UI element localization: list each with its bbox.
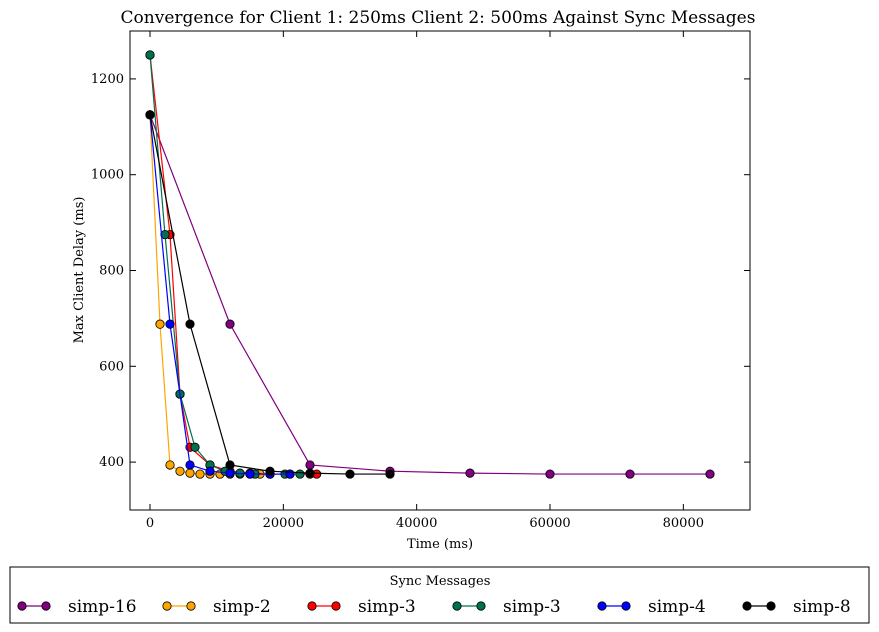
data-point [175, 466, 185, 476]
x-tick-label: 0 [146, 516, 154, 531]
data-point [545, 469, 555, 479]
y-tick-label: 800 [99, 264, 124, 279]
data-point [225, 460, 235, 470]
legend: Sync Messages simp-16 simp-2 simp-3 simp-3 s… [9, 566, 870, 624]
x-tick-label: 60000 [529, 516, 570, 531]
data-point [190, 442, 200, 452]
data-point [165, 319, 175, 329]
series-line [149, 114, 260, 475]
legend-item: simp-16 [17, 597, 137, 617]
y-axis-label: Max Client Delay (ms) [72, 197, 87, 344]
data-point [205, 466, 215, 476]
x-tick-label: 80000 [663, 516, 704, 531]
legend-label: simp-4 [648, 597, 706, 617]
legend-frame [9, 566, 870, 624]
series-line [149, 54, 300, 475]
legend-label: simp-2 [213, 597, 271, 617]
legend-marker [162, 601, 172, 611]
data-point [305, 468, 315, 478]
y-tick-label: 400 [99, 455, 124, 470]
legend-label: simp-3 [358, 597, 416, 617]
series-line [149, 54, 317, 475]
x-tick-label: 40000 [396, 516, 437, 531]
x-tick-label: 20000 [263, 516, 304, 531]
legend-marker [742, 601, 752, 611]
legend-marker [41, 601, 51, 611]
series-simp-3 [145, 50, 322, 479]
legend-title: Sync Messages [390, 574, 491, 589]
plot-area [145, 50, 715, 479]
data-point [195, 469, 205, 479]
legend-marker [17, 601, 27, 611]
x-axis-label: Time (ms) [407, 537, 473, 552]
data-point [185, 319, 195, 329]
legend-marker [452, 601, 462, 611]
legend-marker [331, 601, 341, 611]
series-simp-16 [145, 110, 715, 479]
data-point [165, 460, 175, 470]
series-line [149, 114, 710, 475]
data-point [155, 319, 165, 329]
series-simp-8 [145, 110, 395, 479]
data-point [225, 468, 235, 478]
data-point [145, 110, 155, 120]
y-tick-label: 600 [99, 359, 124, 374]
y-tick-label: 1200 [91, 72, 124, 87]
legend-label: simp-8 [793, 597, 851, 617]
legend-item: simp-2 [162, 597, 271, 617]
legend-item: simp-3 [307, 597, 416, 617]
data-point [265, 466, 275, 476]
y-tick-label: 1000 [91, 168, 124, 183]
legend-item: simp-3 [452, 597, 561, 617]
data-point [705, 469, 715, 479]
legend-label: simp-16 [68, 597, 137, 617]
data-point [245, 469, 255, 479]
legend-marker [307, 601, 317, 611]
series-line [149, 114, 390, 475]
legend-marker [766, 601, 776, 611]
legend-marker [186, 601, 196, 611]
data-point [625, 469, 635, 479]
data-point [145, 50, 155, 60]
data-point [225, 319, 235, 329]
data-point [465, 468, 475, 478]
data-point [185, 468, 195, 478]
data-point [345, 469, 355, 479]
legend-marker [476, 601, 486, 611]
legend-items: simp-16 simp-2 simp-3 simp-3 simp-4 simp-8 [17, 597, 851, 617]
data-point [305, 460, 315, 470]
chart-title: Convergence for Client 1: 250ms Client 2… [121, 8, 756, 28]
legend-item: simp-4 [597, 597, 706, 617]
data-point [385, 469, 395, 479]
series-simp-4 [145, 110, 295, 479]
data-point [295, 469, 305, 479]
legend-marker [597, 601, 607, 611]
legend-marker [621, 601, 631, 611]
legend-item: simp-8 [742, 597, 851, 617]
data-point [185, 460, 195, 470]
legend-label: simp-3 [503, 597, 561, 617]
data-point [160, 229, 170, 240]
series-simp-2 [145, 110, 265, 479]
data-point [285, 469, 295, 479]
